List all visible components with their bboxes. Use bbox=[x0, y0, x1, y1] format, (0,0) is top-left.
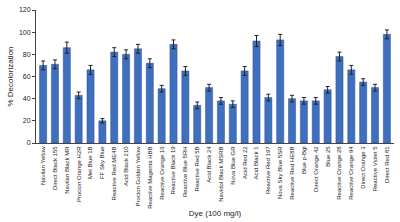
svg-text:Reactive Red HE8B: Reactive Red HE8B bbox=[289, 146, 295, 199]
svg-text:120: 120 bbox=[19, 6, 31, 13]
svg-text:Nova Blue GR: Nova Blue GR bbox=[230, 146, 236, 185]
svg-text:Reactive Orange 16: Reactive Orange 16 bbox=[159, 146, 165, 200]
svg-text:40: 40 bbox=[23, 95, 31, 102]
svg-text:Met Blue 1B: Met Blue 1B bbox=[87, 146, 93, 179]
svg-text:Direct Black 155: Direct Black 155 bbox=[52, 146, 58, 190]
svg-text:Nova Sky Blue 5SR: Nova Sky Blue 5SR bbox=[277, 146, 283, 199]
svg-text:Reactive Orange 28: Reactive Orange 28 bbox=[336, 146, 342, 200]
svg-text:Reactive Red ME4B: Reactive Red ME4B bbox=[111, 146, 117, 200]
svg-text:Reactive Orange 94: Reactive Orange 94 bbox=[348, 146, 354, 200]
svg-text:% Decolorization: % Decolorization bbox=[6, 46, 15, 106]
svg-text:Blue 25: Blue 25 bbox=[325, 146, 331, 167]
svg-text:FF Sky Blue: FF Sky Blue bbox=[99, 146, 105, 179]
svg-text:60: 60 bbox=[23, 73, 31, 80]
svg-text:20: 20 bbox=[23, 117, 31, 124]
svg-text:Blue p-Bgl: Blue p-Bgl bbox=[301, 146, 307, 174]
svg-text:Direct Orange 42: Direct Orange 42 bbox=[313, 146, 319, 192]
svg-text:Navilan Yellow: Navilan Yellow bbox=[40, 146, 46, 185]
svg-text:Dye (100 mg/l): Dye (100 mg/l) bbox=[189, 209, 242, 218]
svg-text:Reactive Black 19: Reactive Black 19 bbox=[170, 146, 176, 195]
svg-text:Navilan Black MR: Navilan Black MR bbox=[64, 146, 70, 194]
svg-text:Reactive Red 5B: Reactive Red 5B bbox=[194, 146, 200, 191]
svg-text:Acid Red 22: Acid Red 22 bbox=[242, 146, 248, 179]
svg-text:Reactive Red 197: Reactive Red 197 bbox=[265, 146, 271, 194]
svg-text:Reactive Blue 5RH: Reactive Blue 5RH bbox=[182, 146, 188, 197]
svg-text:Acid Black 24: Acid Black 24 bbox=[206, 146, 212, 183]
svg-text:Navidol Black MSRB: Navidol Black MSRB bbox=[218, 146, 224, 201]
svg-text:Direct Orange 3: Direct Orange 3 bbox=[360, 146, 366, 189]
svg-text:Acid Black 210: Acid Black 210 bbox=[123, 146, 129, 186]
svg-text:Reactive Magenta HBB: Reactive Magenta HBB bbox=[147, 146, 153, 208]
svg-text:0: 0 bbox=[27, 139, 31, 146]
svg-text:100: 100 bbox=[19, 29, 31, 36]
svg-text:80: 80 bbox=[23, 51, 31, 58]
svg-text:Acid Black 1: Acid Black 1 bbox=[253, 146, 259, 180]
svg-text:Direct Red 81: Direct Red 81 bbox=[384, 146, 390, 183]
svg-text:Reactive Violet 5: Reactive Violet 5 bbox=[372, 146, 378, 192]
svg-text:Procion Orange H2R: Procion Orange H2R bbox=[76, 146, 82, 202]
svg-text:Procion Golden Yellow: Procion Golden Yellow bbox=[135, 146, 141, 207]
